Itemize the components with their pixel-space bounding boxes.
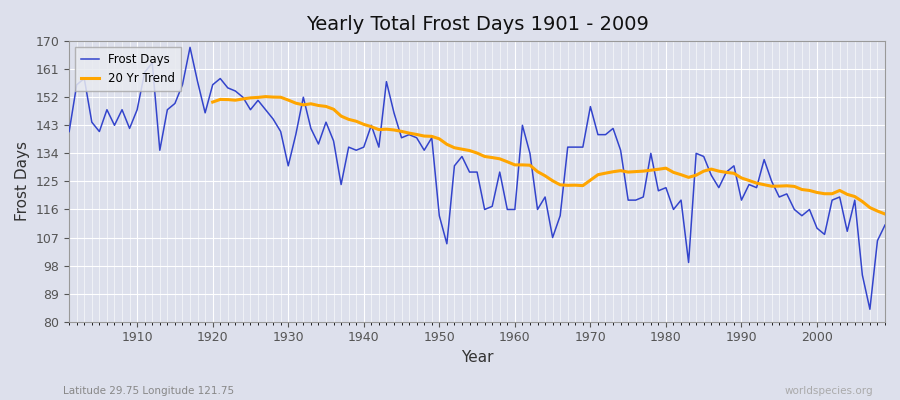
Line: Frost Days: Frost Days — [69, 47, 885, 309]
20 Yr Trend — [305, 101, 316, 106]
20 Yr Trend — [774, 184, 785, 188]
Frost Days — [64, 129, 75, 134]
Text: worldspecies.org: worldspecies.org — [785, 386, 873, 396]
Frost Days — [184, 45, 195, 50]
Frost Days — [124, 126, 135, 131]
20 Yr Trend — [879, 212, 890, 216]
Title: Yearly Total Frost Days 1901 - 2009: Yearly Total Frost Days 1901 - 2009 — [306, 15, 649, 34]
Y-axis label: Frost Days: Frost Days — [15, 142, 30, 222]
20 Yr Trend — [207, 100, 218, 104]
20 Yr Trend — [789, 184, 800, 189]
X-axis label: Year: Year — [461, 350, 493, 365]
Text: Latitude 29.75 Longitude 121.75: Latitude 29.75 Longitude 121.75 — [63, 386, 234, 396]
Frost Days — [879, 223, 890, 228]
20 Yr Trend — [857, 199, 868, 204]
20 Yr Trend — [260, 94, 271, 99]
20 Yr Trend — [418, 134, 429, 138]
Frost Days — [865, 307, 876, 312]
Frost Days — [343, 145, 354, 150]
Frost Days — [509, 207, 520, 212]
Frost Days — [608, 126, 618, 131]
20 Yr Trend — [683, 175, 694, 180]
Legend: Frost Days, 20 Yr Trend: Frost Days, 20 Yr Trend — [75, 47, 181, 91]
Line: 20 Yr Trend: 20 Yr Trend — [212, 97, 885, 214]
Frost Days — [298, 95, 309, 100]
Frost Days — [517, 123, 527, 128]
